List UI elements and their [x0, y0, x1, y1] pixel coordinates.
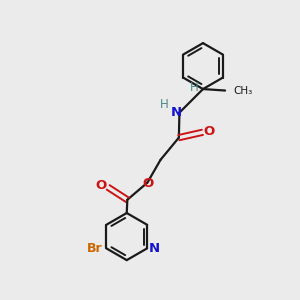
Text: Br: Br: [87, 242, 103, 255]
Text: H: H: [190, 81, 199, 94]
Text: CH₃: CH₃: [233, 85, 253, 95]
Text: N: N: [149, 242, 160, 255]
Text: H: H: [160, 98, 169, 111]
Text: O: O: [203, 125, 214, 138]
Text: O: O: [95, 179, 106, 192]
Text: O: O: [142, 177, 154, 190]
Text: N: N: [170, 106, 182, 118]
